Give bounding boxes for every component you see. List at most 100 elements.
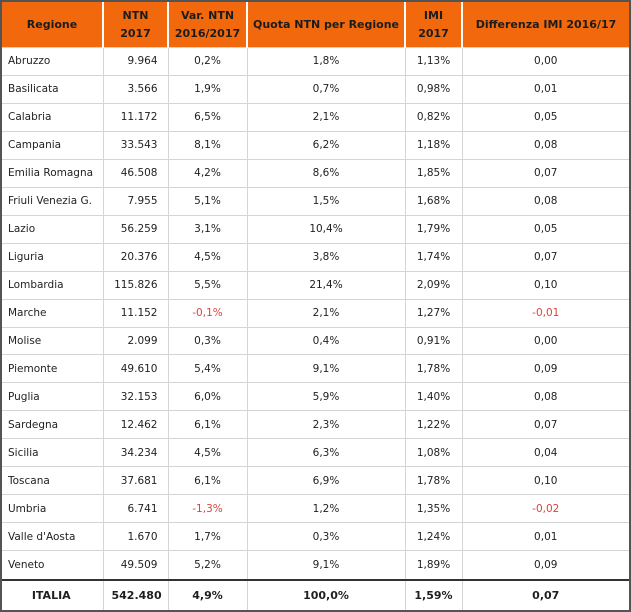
column-header-quota-ntn: Quota NTN per Regione (246, 2, 405, 48)
cell-imi-2017: 1,78% (404, 466, 462, 495)
cell-quota-ntn: 2,3% (246, 410, 405, 439)
cell-diff-imi: 0,00 (461, 47, 629, 76)
cell-imi-2017: 0,82% (404, 102, 462, 132)
table-row: Calabria 11.172 6,5% 2,1% 0,82% 0,05 (2, 102, 629, 132)
table-row: Abruzzo 9.964 0,2% 1,8% 1,13% 0,00 (2, 47, 629, 76)
cell-quota-ntn: 6,3% (246, 438, 405, 467)
table-row: Lazio 56.259 3,1% 10,4% 1,79% 0,05 (2, 214, 629, 244)
table-row: Campania 33.543 8,1% 6,2% 1,18% 0,08 (2, 130, 629, 160)
cell-imi-2017: 1,68% (404, 186, 462, 216)
cell-imi-2017: 1,27% (404, 298, 462, 328)
table-row: Piemonte 49.610 5,4% 9,1% 1,78% 0,09 (2, 354, 629, 383)
cell-imi-2017: 1,08% (404, 438, 462, 467)
cell-ntn-2017: 1.670 (102, 522, 168, 551)
cell-quota-ntn: 2,1% (246, 298, 405, 328)
cell-regione: Abruzzo (2, 47, 103, 76)
cell-diff-imi: 0,07 (461, 410, 629, 439)
table-row: Sardegna 12.462 6,1% 2,3% 1,22% 0,07 (2, 410, 629, 439)
cell-imi-2017: 1,79% (404, 214, 462, 244)
cell-regione: Basilicata (2, 74, 103, 104)
cell-ntn-2017: 3.566 (102, 74, 168, 104)
cell-regione: Piemonte (2, 354, 103, 383)
cell-regione: Lazio (2, 214, 103, 244)
cell-var-ntn: 1,7% (167, 522, 247, 551)
table-row: Puglia 32.153 6,0% 5,9% 1,40% 0,08 (2, 382, 629, 411)
cell-ntn-2017: 6.741 (102, 494, 168, 523)
cell-regione: Emilia Romagna (2, 158, 103, 188)
cell-quota-ntn: 10,4% (246, 214, 405, 244)
cell-regione: Umbria (2, 494, 103, 523)
cell-diff-imi: 0,04 (461, 438, 629, 467)
cell-imi-2017: 0,98% (404, 74, 462, 104)
cell-regione: Friuli Venezia G. (2, 186, 103, 216)
cell-ntn-2017: 37.681 (102, 466, 168, 495)
cell-ntn-2017: 2.099 (102, 326, 168, 355)
cell-ntn-2017: 46.508 (102, 158, 168, 188)
cell-diff-imi: 0,08 (461, 382, 629, 411)
cell-var-ntn: -0,1% (167, 298, 247, 328)
cell-regione: Sicilia (2, 438, 103, 467)
cell-var-ntn: 6,1% (167, 410, 247, 439)
cell-regione: Calabria (2, 102, 103, 132)
cell-var-ntn: 0,3% (167, 326, 247, 355)
total-row: ITALIA 542.480 4,9% 100,0% 1,59% 0,07 (2, 578, 629, 610)
cell-quota-ntn: 2,1% (246, 102, 405, 132)
column-header-diff-imi: Differenza IMI 2016/17 (461, 2, 629, 48)
cell-ntn-2017: 49.610 (102, 354, 168, 383)
cell-var-ntn: 4,5% (167, 438, 247, 467)
cell-var-ntn: 4,5% (167, 242, 247, 272)
table-row: Basilicata 3.566 1,9% 0,7% 0,98% 0,01 (2, 74, 629, 104)
cell-regione: Campania (2, 130, 103, 160)
cell-diff-imi: 0,07 (461, 242, 629, 272)
cell-quota-ntn: 9,1% (246, 550, 405, 580)
cell-quota-ntn: 1,5% (246, 186, 405, 216)
cell-imi-2017: 1,78% (404, 354, 462, 383)
cell-quota-ntn: 0,4% (246, 326, 405, 355)
cell-var-ntn: 0,2% (167, 47, 247, 76)
cell-quota-ntn: 3,8% (246, 242, 405, 272)
table-header: Regione NTN 2017 Var. NTN 2016/2017 Quota N… (2, 2, 629, 48)
cell-ntn-2017: 20.376 (102, 242, 168, 272)
cell-regione: Lombardia (2, 270, 103, 300)
cell-quota-ntn: 100,0% (246, 578, 405, 610)
cell-var-ntn: -1,3% (167, 494, 247, 523)
cell-ntn-2017: 115.826 (102, 270, 168, 300)
cell-diff-imi: -0,02 (461, 494, 629, 523)
cell-diff-imi: 0,05 (461, 214, 629, 244)
cell-var-ntn: 3,1% (167, 214, 247, 244)
cell-var-ntn: 4,2% (167, 158, 247, 188)
cell-imi-2017: 1,40% (404, 382, 462, 411)
cell-var-ntn: 8,1% (167, 130, 247, 160)
cell-var-ntn: 5,4% (167, 354, 247, 383)
cell-quota-ntn: 1,8% (246, 47, 405, 76)
cell-var-ntn: 4,9% (167, 578, 247, 610)
cell-quota-ntn: 6,9% (246, 466, 405, 495)
header-row: Regione NTN 2017 Var. NTN 2016/2017 Quota N… (2, 2, 629, 48)
cell-var-ntn: 1,9% (167, 74, 247, 104)
table-row: Molise 2.099 0,3% 0,4% 0,91% 0,00 (2, 326, 629, 355)
cell-regione: Valle d'Aosta (2, 522, 103, 551)
cell-diff-imi: 0,09 (461, 354, 629, 383)
cell-diff-imi: 0,09 (461, 550, 629, 580)
cell-quota-ntn: 0,3% (246, 522, 405, 551)
cell-ntn-2017: 11.172 (102, 102, 168, 132)
cell-regione: Veneto (2, 550, 103, 580)
table-row: Friuli Venezia G. 7.955 5,1% 1,5% 1,68% 0,08 (2, 186, 629, 216)
cell-imi-2017: 1,18% (404, 130, 462, 160)
cell-regione: Sardegna (2, 410, 103, 439)
cell-ntn-2017: 34.234 (102, 438, 168, 467)
cell-quota-ntn: 5,9% (246, 382, 405, 411)
cell-regione: ITALIA (2, 578, 103, 610)
cell-quota-ntn: 6,2% (246, 130, 405, 160)
table-row: Valle d'Aosta 1.670 1,7% 0,3% 1,24% 0,01 (2, 522, 629, 551)
cell-diff-imi: 0,07 (461, 158, 629, 188)
table-row: Sicilia 34.234 4,5% 6,3% 1,08% 0,04 (2, 438, 629, 467)
cell-imi-2017: 0,91% (404, 326, 462, 355)
cell-regione: Marche (2, 298, 103, 328)
cell-imi-2017: 1,13% (404, 47, 462, 76)
cell-var-ntn: 5,1% (167, 186, 247, 216)
table-row: Toscana 37.681 6,1% 6,9% 1,78% 0,10 (2, 466, 629, 495)
cell-ntn-2017: 33.543 (102, 130, 168, 160)
column-header-imi-2017: IMI 2017 (404, 2, 462, 48)
